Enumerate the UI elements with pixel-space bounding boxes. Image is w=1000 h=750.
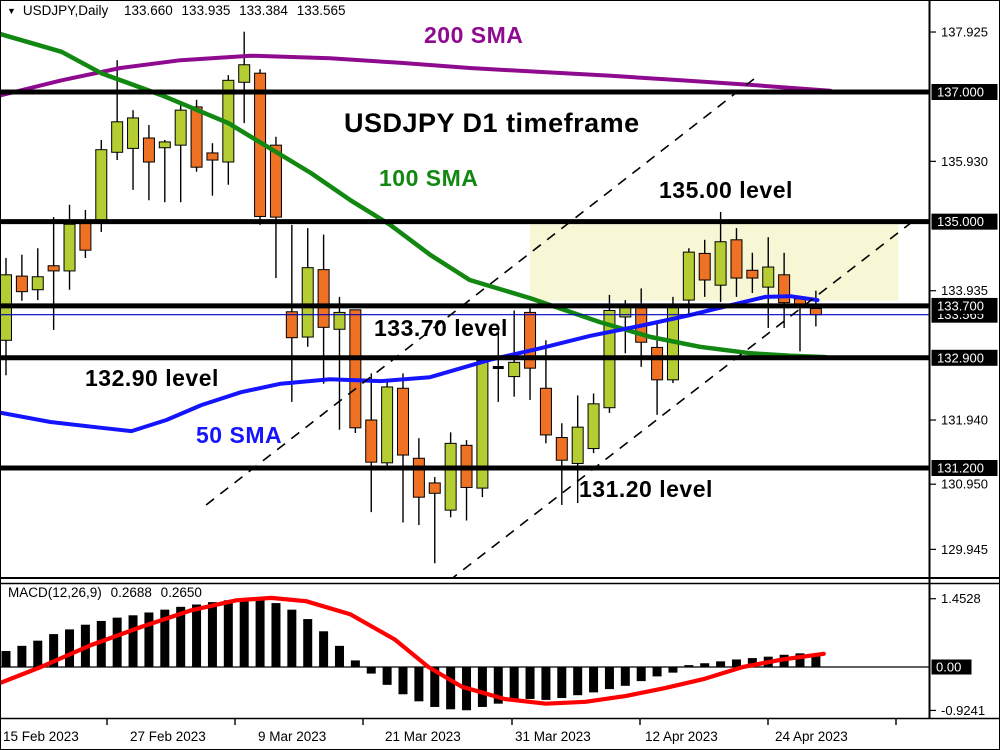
sma-200-line <box>1 53 833 98</box>
svg-text:0.00: 0.00 <box>936 660 961 675</box>
annotation-200-sma: 200 SMA <box>424 22 524 48</box>
chart-title: ▼ USDJPY,Daily 133.660 133.935 133.384 13… <box>7 3 351 18</box>
macd-signal-line <box>1 595 826 706</box>
svg-text:129.945: 129.945 <box>941 542 988 557</box>
macd-indicator-label: MACD(12,26,9) 0.2688 0.2650 <box>8 585 207 600</box>
svg-text:133.935: 133.935 <box>941 283 988 298</box>
trendlines[interactable] <box>205 77 919 592</box>
svg-text:-0.9241: -0.9241 <box>941 703 985 718</box>
ohlc-close: 133.565 <box>296 3 346 18</box>
annotation-headline: USDJPY D1 timeframe <box>344 108 640 138</box>
svg-text:137.000: 137.000 <box>937 84 984 99</box>
annotation-100-sma: 100 SMA <box>379 165 479 191</box>
level-price-labels: 133.565 137.000 135.000 133.700 132.900 … <box>931 83 998 477</box>
svg-text:12 Apr 2023: 12 Apr 2023 <box>645 729 718 744</box>
annotation-1312-level: 131.20 level <box>579 476 713 502</box>
annotation-1329-level: 132.90 level <box>85 365 219 391</box>
svg-text:133.700: 133.700 <box>937 298 984 313</box>
ohlc-open: 133.660 <box>123 3 173 18</box>
svg-text:135.000: 135.000 <box>937 214 984 229</box>
macd-signal-value: 0.2650 <box>160 585 202 600</box>
annotation-50-sma: 50 SMA <box>196 422 283 448</box>
ohlc-low: 133.384 <box>239 3 288 18</box>
date-axis: 15 Feb 2023 27 Feb 2023 9 Mar 2023 21 Mar 2… <box>3 719 897 744</box>
level-lines[interactable] <box>1 89 929 471</box>
svg-text:135.930: 135.930 <box>941 154 988 169</box>
svg-text:24 Apr 2023: 24 Apr 2023 <box>775 729 848 744</box>
ohlc-high: 133.935 <box>181 3 231 18</box>
macd-axis-labels: 1.4528 0.00 -0.9241 <box>929 591 985 718</box>
symbol-period-label[interactable]: USDJPY,Daily <box>22 3 109 18</box>
macd-main-value: 0.2688 <box>110 585 152 600</box>
svg-text:131.940: 131.940 <box>941 413 988 428</box>
symbol-dropdown-icon[interactable]: ▼ <box>7 6 16 16</box>
svg-text:131.200: 131.200 <box>937 461 984 476</box>
highlight-box <box>530 224 899 301</box>
svg-text:21 Mar 2023: 21 Mar 2023 <box>385 729 461 744</box>
svg-text:9 Mar 2023: 9 Mar 2023 <box>258 729 326 744</box>
svg-text:137.925: 137.925 <box>941 25 988 40</box>
svg-text:132.900: 132.900 <box>937 350 984 365</box>
sma-100-line <box>1 32 828 360</box>
price-axis: 137.925 135.930 133.935 131.940 130.950 … <box>929 25 988 557</box>
svg-text:15 Feb 2023: 15 Feb 2023 <box>3 729 79 744</box>
svg-text:27 Feb 2023: 27 Feb 2023 <box>130 729 206 744</box>
macd-name: MACD(12,26,9) <box>8 585 102 600</box>
svg-text:1.4528: 1.4528 <box>941 591 981 606</box>
svg-text:130.950: 130.950 <box>941 477 988 492</box>
svg-text:31 Mar 2023: 31 Mar 2023 <box>515 729 591 744</box>
annotation-1337-level: 133.70 level <box>374 315 508 341</box>
annotation-135-level: 135.00 level <box>659 177 793 203</box>
macd-histogram <box>1 598 821 711</box>
